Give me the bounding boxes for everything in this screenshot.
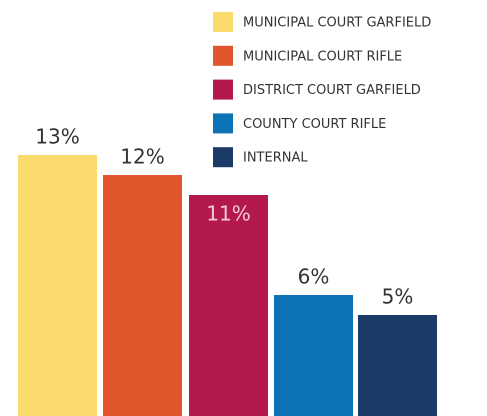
value-label: 13% <box>35 125 79 149</box>
legend-label: COUNTY COURT RIFLE <box>243 117 386 132</box>
bar <box>358 315 437 416</box>
legend-swatch <box>213 12 233 32</box>
legend-swatch <box>213 79 233 100</box>
legend-swatch <box>213 147 233 168</box>
bar <box>18 155 97 416</box>
legend-label: MUNICIPAL COURT RIFLE <box>243 49 402 64</box>
value-label: 12% <box>120 145 164 169</box>
value-label: 6% <box>298 265 330 289</box>
legend-swatch <box>213 113 233 134</box>
legend-label: MUNICIPAL COURT GARFIELD <box>243 16 431 31</box>
value-label: 11% <box>206 202 250 226</box>
legend-label: DISTRICT COURT GARFIELD <box>243 83 421 98</box>
value-label: 5% <box>382 285 414 309</box>
bar <box>103 175 182 416</box>
legend-label: INTERNAL <box>243 151 308 166</box>
bar <box>189 195 268 416</box>
legend-swatch <box>213 45 233 66</box>
bar <box>274 295 353 416</box>
